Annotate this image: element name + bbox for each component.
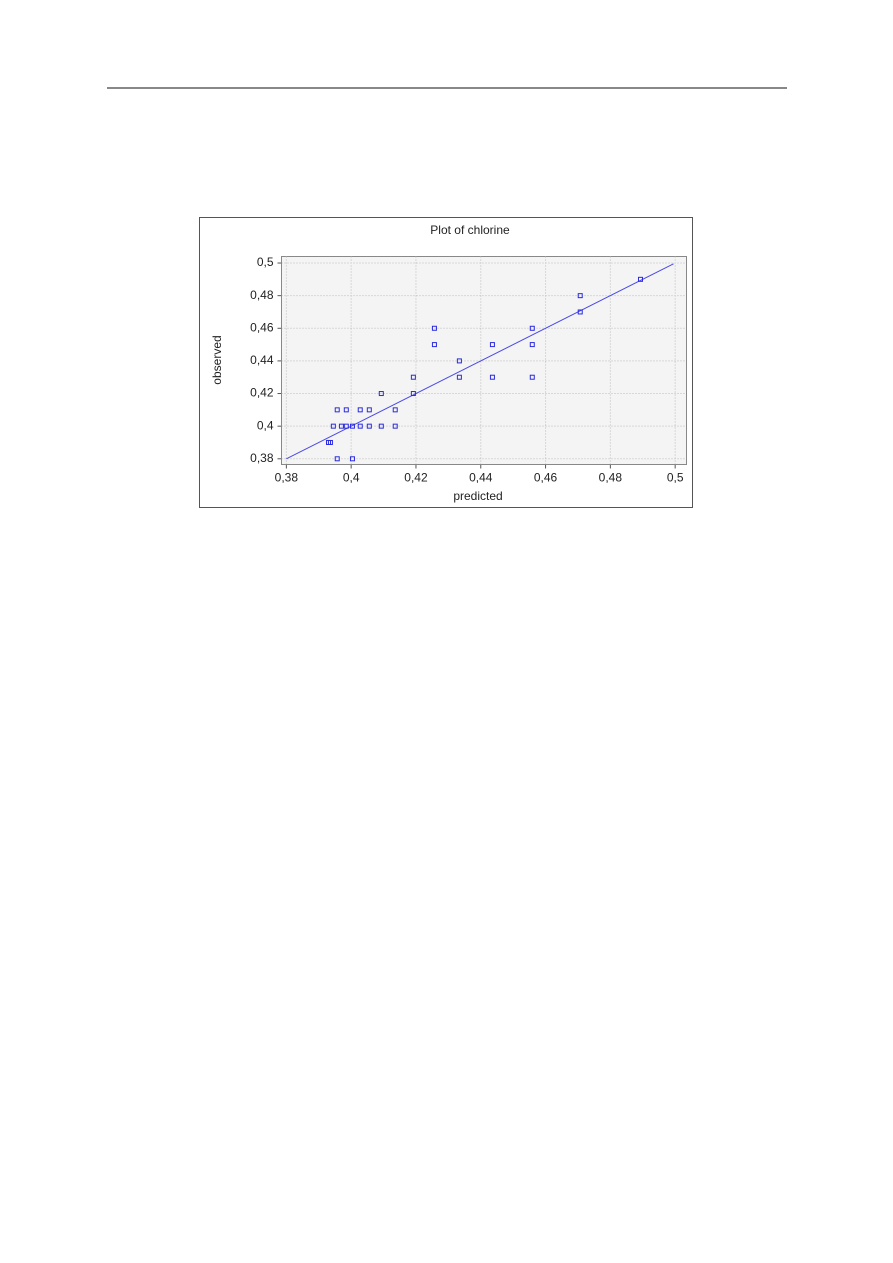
point [456, 374, 462, 380]
point [338, 423, 344, 429]
chart-title: Plot of chlorine [430, 223, 510, 237]
point [343, 407, 349, 413]
point [410, 391, 416, 397]
point [366, 423, 372, 429]
point [343, 423, 349, 429]
x-tick-label: 0,5 [667, 471, 684, 485]
y-tick-label: 0,48 [250, 288, 274, 302]
y-tick-label: 0,46 [250, 320, 274, 334]
point [357, 407, 363, 413]
x-axis-label: predicted [453, 489, 502, 503]
y-tick-label: 0,4 [257, 418, 274, 432]
point [327, 439, 333, 445]
x-tick-label: 0,44 [469, 471, 493, 485]
x-tick-label: 0,46 [534, 471, 558, 485]
point [456, 358, 462, 364]
y-axis-label: observed [210, 335, 224, 384]
point [349, 456, 355, 462]
point [410, 374, 416, 380]
x-tick-label: 0,38 [275, 471, 299, 485]
point [431, 342, 437, 348]
point [577, 309, 583, 315]
point [330, 423, 336, 429]
x-tick-label: 0,42 [404, 471, 428, 485]
point [366, 407, 372, 413]
point [392, 407, 398, 413]
x-tick-label: 0,48 [599, 471, 623, 485]
point [529, 374, 535, 380]
x-tick-label: 0,4 [343, 471, 360, 485]
point [378, 423, 384, 429]
y-tick-label: 0,5 [257, 255, 274, 269]
y-tick-label: 0,44 [250, 353, 274, 367]
point [334, 407, 340, 413]
point [378, 391, 384, 397]
point [489, 374, 495, 380]
y-tick-label: 0,38 [250, 451, 274, 465]
point [334, 456, 340, 462]
point [637, 276, 643, 282]
point [357, 423, 363, 429]
point [349, 423, 355, 429]
point [529, 325, 535, 331]
point [529, 342, 535, 348]
point [577, 293, 583, 299]
y-tick-label: 0,42 [250, 386, 274, 400]
point [392, 423, 398, 429]
point [489, 342, 495, 348]
point [431, 325, 437, 331]
